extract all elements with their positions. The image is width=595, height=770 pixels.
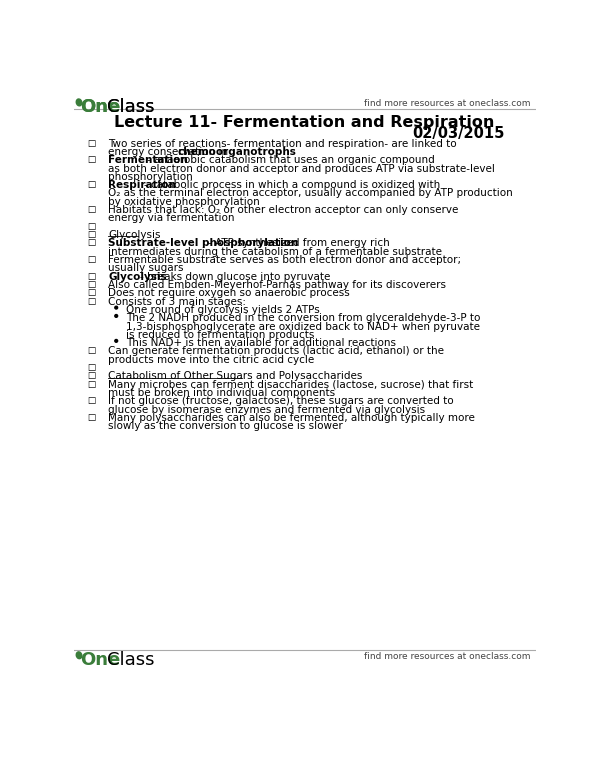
Text: find more resources at oneclass.com: find more resources at oneclass.com bbox=[364, 99, 530, 108]
Text: Two series of reactions- fermentation and respiration- are linked to: Two series of reactions- fermentation an… bbox=[108, 139, 457, 149]
Circle shape bbox=[115, 340, 118, 342]
Text: □: □ bbox=[87, 363, 95, 372]
Text: products move into the citric acid cycle: products move into the citric acid cycle bbox=[108, 355, 315, 365]
Text: Consists of 3 main stages:: Consists of 3 main stages: bbox=[108, 296, 246, 306]
Text: find more resources at oneclass.com: find more resources at oneclass.com bbox=[364, 652, 530, 661]
Text: Fermentation: Fermentation bbox=[108, 156, 188, 166]
Text: - anaerobic catabolism that uses an organic compound: - anaerobic catabolism that uses an orga… bbox=[147, 156, 434, 166]
Circle shape bbox=[115, 306, 118, 309]
Text: □: □ bbox=[87, 397, 95, 405]
Text: □: □ bbox=[87, 380, 95, 389]
Text: 1,3-bisphosphoglycerate are oxidized back to NAD+ when pyruvate: 1,3-bisphosphoglycerate are oxidized bac… bbox=[126, 322, 480, 332]
Text: Also called Embden-Meyerhof-Parnas pathway for its discoverers: Also called Embden-Meyerhof-Parnas pathw… bbox=[108, 280, 446, 290]
Text: as both electron donor and acceptor and produces ATP via substrate-level: as both electron donor and acceptor and … bbox=[108, 163, 496, 173]
Text: □: □ bbox=[87, 255, 95, 264]
Text: □: □ bbox=[87, 180, 95, 189]
Text: chemoorganotrophs: chemoorganotrophs bbox=[178, 147, 297, 157]
Text: 02/03/2015: 02/03/2015 bbox=[412, 126, 505, 141]
Text: □: □ bbox=[87, 296, 95, 306]
Text: This NAD+ is then available for additional reactions: This NAD+ is then available for addition… bbox=[126, 338, 396, 348]
Text: must be broken into individual components: must be broken into individual component… bbox=[108, 388, 336, 398]
Text: Glycolysis: Glycolysis bbox=[108, 272, 167, 282]
Text: □: □ bbox=[87, 222, 95, 231]
Ellipse shape bbox=[76, 99, 82, 105]
Text: □: □ bbox=[87, 272, 95, 280]
Text: Many microbes can ferment disaccharides (lactose, sucrose) that first: Many microbes can ferment disaccharides … bbox=[108, 380, 474, 390]
Text: Can generate fermentation products (lactic acid, ethanol) or the: Can generate fermentation products (lact… bbox=[108, 346, 444, 357]
Text: energy conservation in: energy conservation in bbox=[108, 147, 232, 157]
Text: □: □ bbox=[87, 280, 95, 289]
Text: □: □ bbox=[87, 139, 95, 148]
Text: One round of glycolysis yields 2 ATPs: One round of glycolysis yields 2 ATPs bbox=[126, 305, 320, 315]
Text: □: □ bbox=[87, 205, 95, 214]
Text: - ATP synthesized from energy rich: - ATP synthesized from energy rich bbox=[208, 239, 389, 249]
Text: O₂ as the terminal electron acceptor, usually accompanied by ATP production: O₂ as the terminal electron acceptor, us… bbox=[108, 189, 513, 199]
Text: □: □ bbox=[87, 288, 95, 297]
Text: - breaks down glucose into pyruvate: - breaks down glucose into pyruvate bbox=[140, 272, 331, 282]
Text: Lecture 11- Fermentation and Respiration: Lecture 11- Fermentation and Respiration bbox=[114, 116, 494, 130]
Text: □: □ bbox=[87, 230, 95, 239]
Text: □: □ bbox=[87, 239, 95, 247]
Text: Respiration: Respiration bbox=[108, 180, 176, 190]
Text: Catabolism of Other Sugars and Polysaccharides: Catabolism of Other Sugars and Polysacch… bbox=[108, 371, 363, 381]
Circle shape bbox=[115, 314, 118, 317]
Text: Class: Class bbox=[107, 98, 155, 116]
Text: intermediates during the catabolism of a fermentable substrate: intermediates during the catabolism of a… bbox=[108, 246, 443, 256]
Text: One: One bbox=[80, 98, 121, 116]
Text: If not glucose (fructose, galactose), these sugars are converted to: If not glucose (fructose, galactose), th… bbox=[108, 397, 454, 407]
Text: One: One bbox=[80, 651, 121, 669]
Text: □: □ bbox=[87, 371, 95, 380]
Text: Class: Class bbox=[107, 651, 155, 669]
Text: slowly as the conversion to glucose is slower: slowly as the conversion to glucose is s… bbox=[108, 421, 343, 431]
Text: energy via fermentation: energy via fermentation bbox=[108, 213, 235, 223]
Text: One: One bbox=[80, 98, 121, 116]
Text: Many polysaccharides can also be fermented, although typically more: Many polysaccharides can also be ferment… bbox=[108, 413, 475, 423]
Text: □: □ bbox=[87, 346, 95, 356]
Text: is reduced to fermentation products: is reduced to fermentation products bbox=[126, 330, 315, 340]
Text: □: □ bbox=[87, 413, 95, 422]
Text: glucose by isomerase enzymes and fermented via glycolysis: glucose by isomerase enzymes and ferment… bbox=[108, 405, 425, 415]
Text: Class: Class bbox=[107, 98, 155, 116]
Text: usually sugars: usually sugars bbox=[108, 263, 184, 273]
Text: Substrate-level phosphorylation: Substrate-level phosphorylation bbox=[108, 239, 299, 249]
Text: The 2 NADH produced in the conversion from glyceraldehyde-3-P to: The 2 NADH produced in the conversion fr… bbox=[126, 313, 481, 323]
Text: - catabolic process in which a compound is oxidized with: - catabolic process in which a compound … bbox=[143, 180, 440, 190]
Text: □: □ bbox=[87, 156, 95, 164]
Text: Fermentable substrate serves as both electron donor and acceptor;: Fermentable substrate serves as both ele… bbox=[108, 255, 462, 265]
Text: Habitats that lack: O₂ or other electron acceptor can only conserve: Habitats that lack: O₂ or other electron… bbox=[108, 205, 459, 215]
Text: Does not require oxygen so anaerobic process: Does not require oxygen so anaerobic pro… bbox=[108, 288, 350, 298]
Text: Glycolysis: Glycolysis bbox=[108, 230, 161, 240]
Text: by oxidative phosphorylation: by oxidative phosphorylation bbox=[108, 197, 260, 207]
Text: phosphorylation: phosphorylation bbox=[108, 172, 193, 182]
Ellipse shape bbox=[76, 652, 82, 658]
